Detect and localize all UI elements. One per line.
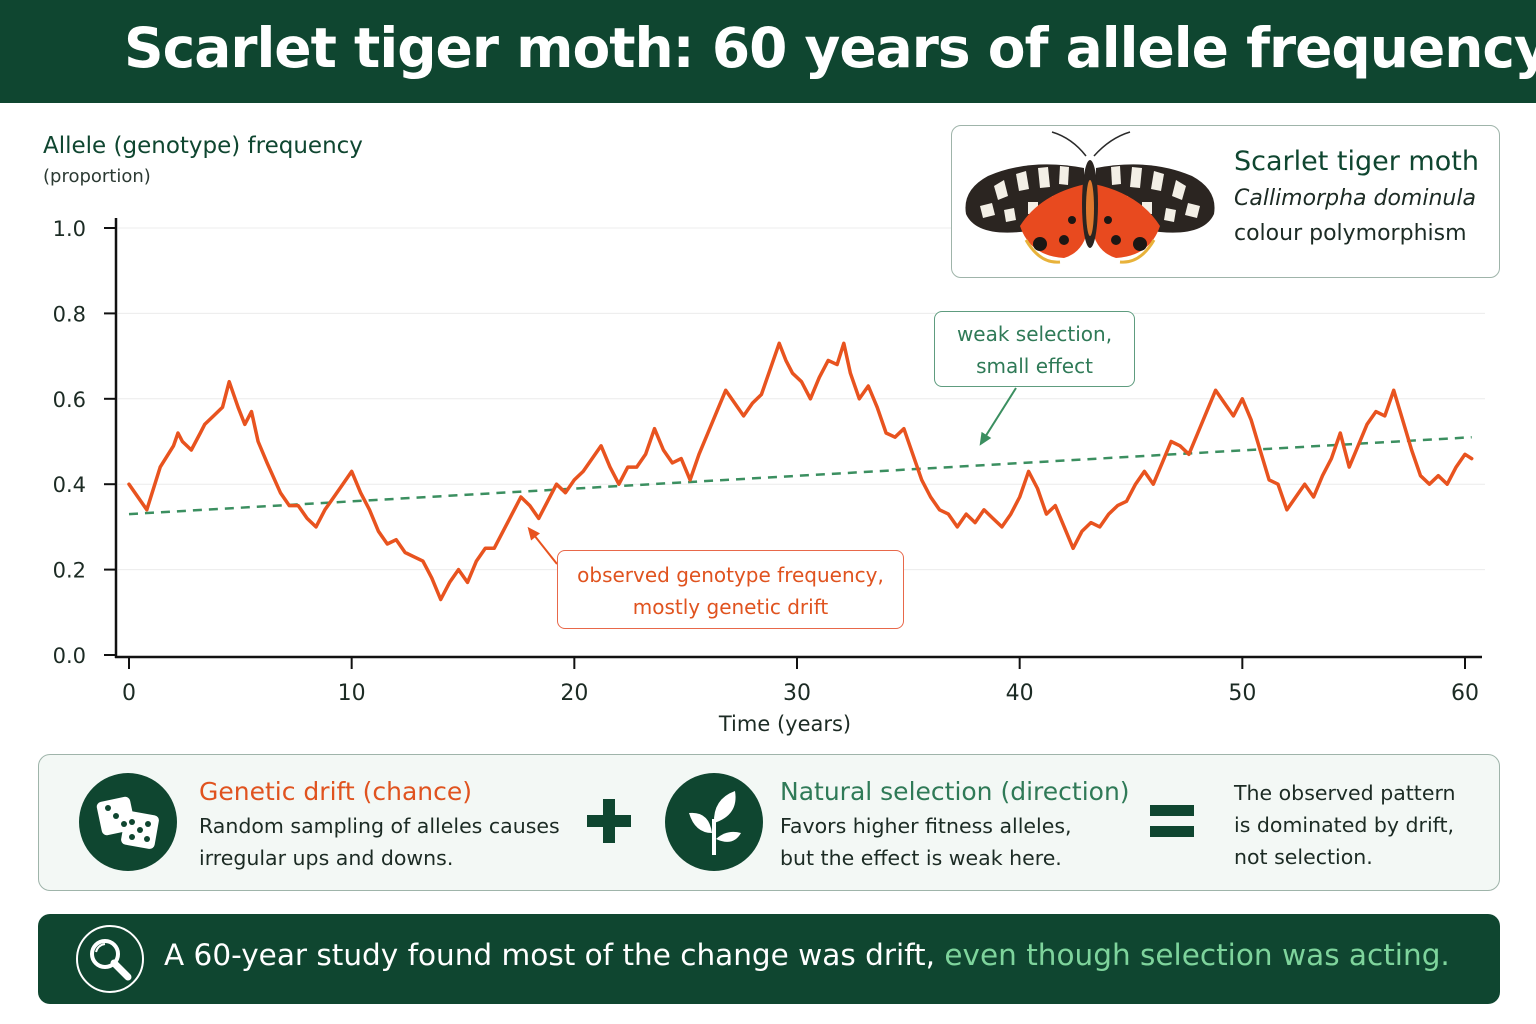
selection-annotation-arrow-head (979, 431, 992, 446)
x-tick-label: 10 (338, 681, 366, 706)
equals-icon (1150, 805, 1194, 837)
y-tick-label: 0.6 (53, 388, 86, 412)
y-axis-unit: (proportion) (43, 166, 151, 187)
page-title: Scarlet tiger moth: 60 years of allele f… (124, 16, 1536, 80)
x-tick-label: 40 (1006, 681, 1034, 706)
species-scientific-name: Callimorpha dominula (1234, 186, 1476, 211)
title-bar: Scarlet tiger moth: 60 years of allele f… (0, 0, 1536, 103)
x-tick-label: 20 (560, 681, 588, 706)
dice-icon (96, 796, 159, 849)
conclusion-line3: not selection. (1234, 845, 1373, 869)
drift-annotation-line2: mostly genetic drift (632, 595, 829, 619)
frequency-chart: 0.0 0.2 0.4 0.6 0.8 1.0 0 10 20 30 40 50 60 (53, 217, 1485, 706)
selection-annotation-arrow (979, 387, 1017, 446)
drift-annotation-arrow (527, 526, 558, 565)
y-tick-label: 0.8 (53, 302, 86, 326)
selection-annotation-line1: weak selection, (956, 322, 1113, 346)
species-trait: colour polymorphism (1234, 221, 1467, 246)
grid-lines (118, 227, 1485, 571)
selection-legend-title: Natural selection (direction) (780, 777, 1130, 806)
selection-legend-line2: but the effect is weak here. (780, 846, 1062, 870)
drift-legend-text: Random sampling of alleles causes irregu… (199, 810, 560, 874)
selection-annotation-line2: small effect (976, 354, 1093, 378)
species-common-name: Scarlet tiger moth (1234, 146, 1479, 177)
selection-annotation-arrow-shaft (984, 387, 1017, 437)
observed-frequency-line (127, 341, 1474, 602)
drift-annotation-arrow-shaft (533, 534, 558, 565)
series (127, 341, 1474, 602)
selection-legend-line1: Favors higher fitness alleles, (780, 814, 1072, 838)
sprout-icon (689, 791, 741, 855)
axes (114, 218, 1482, 659)
legend-panel: Genetic drift (chance) Random sampling o… (38, 754, 1500, 891)
drift-annotation-arrow-head (527, 526, 540, 541)
selection-legend-text: Favors higher fitness alleles, but the e… (780, 810, 1072, 874)
drift-annotation-line1: observed genotype frequency, (577, 563, 884, 587)
species-card: Scarlet tiger moth Callimorpha dominula … (951, 125, 1500, 278)
selection-trend-line (128, 435, 1472, 516)
x-tick-label: 60 (1451, 681, 1479, 706)
y-tick-label: 1.0 (53, 217, 86, 241)
summary-banner: A 60-year study found most of the change… (38, 914, 1500, 1004)
x-tick-label: 0 (122, 681, 136, 706)
summary-main: A 60-year study found most of the change… (164, 938, 945, 972)
drift-legend-title: Genetic drift (chance) (199, 777, 473, 806)
y-tick-label: 0.4 (53, 473, 86, 497)
conclusion-text: The observed pattern is dominated by dri… (1234, 777, 1456, 873)
x-tick-label: 30 (783, 681, 811, 706)
conclusion-line1: The observed pattern (1234, 781, 1456, 805)
x-axis-title: Time (years) (718, 712, 852, 736)
x-tick-label: 50 (1228, 681, 1256, 706)
plus-icon (587, 799, 631, 843)
y-axis-title: Allele (genotype) frequency (43, 133, 363, 159)
y-tick-label: 0.0 (53, 644, 86, 668)
ticks: 0.0 0.2 0.4 0.6 0.8 1.0 0 10 20 30 40 50 60 (53, 217, 1479, 706)
drift-annotation: observed genotype frequency, mostly gene… (557, 550, 904, 629)
drift-legend-line2: irregular ups and downs. (199, 846, 454, 870)
y-tick-label: 0.2 (53, 559, 86, 583)
selection-badge (665, 773, 763, 871)
magnifier-icon (76, 925, 144, 993)
drift-badge (79, 773, 177, 871)
drift-legend-line1: Random sampling of alleles causes (199, 814, 560, 838)
moth-illustration (965, 131, 1215, 264)
conclusion-line2: is dominated by drift, (1234, 813, 1455, 837)
annotation-arrows (527, 387, 1017, 565)
summary-text: A 60-year study found most of the change… (164, 938, 1450, 972)
selection-annotation: weak selection, small effect (934, 311, 1135, 387)
summary-emphasis: even though selection was acting. (944, 938, 1450, 972)
